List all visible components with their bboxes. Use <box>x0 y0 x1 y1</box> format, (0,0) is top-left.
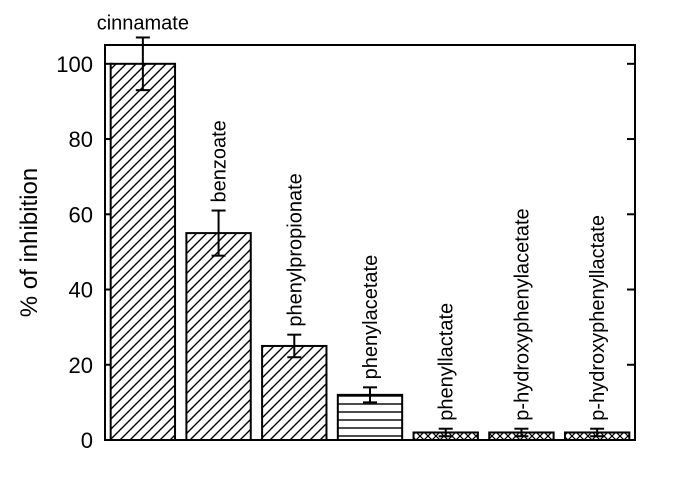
y-tick-label: 20 <box>69 353 93 378</box>
bar-label: phenylacetate <box>360 255 382 380</box>
y-tick-label: 80 <box>69 127 93 152</box>
bar-label: p-hydroxyphenylacetate <box>511 208 533 420</box>
inhibition-bar-chart: 0 20 40 60 80 100 % of inhibition cinnamate benz… <box>0 0 685 500</box>
bar <box>262 346 326 440</box>
y-tick-label: 60 <box>69 202 93 227</box>
bar-label: phenyllactate <box>436 303 458 421</box>
plot-frame <box>105 45 635 440</box>
bar-label: benzoate <box>209 120 231 202</box>
chart-svg: 0 20 40 60 80 100 % of inhibition cinnamate benz… <box>0 0 685 500</box>
y-tick-label: 100 <box>56 52 93 77</box>
bar-label: cinnamate <box>97 12 189 34</box>
bar <box>186 233 250 440</box>
y-tick-label: 40 <box>69 278 93 303</box>
y-axis-label: % of inhibition <box>16 168 43 317</box>
bar-label: phenylpropionate <box>284 173 306 326</box>
bar-label: p-hydroxyphenyllactate <box>587 215 609 421</box>
y-tick-label: 0 <box>81 428 93 453</box>
bar <box>111 64 175 440</box>
